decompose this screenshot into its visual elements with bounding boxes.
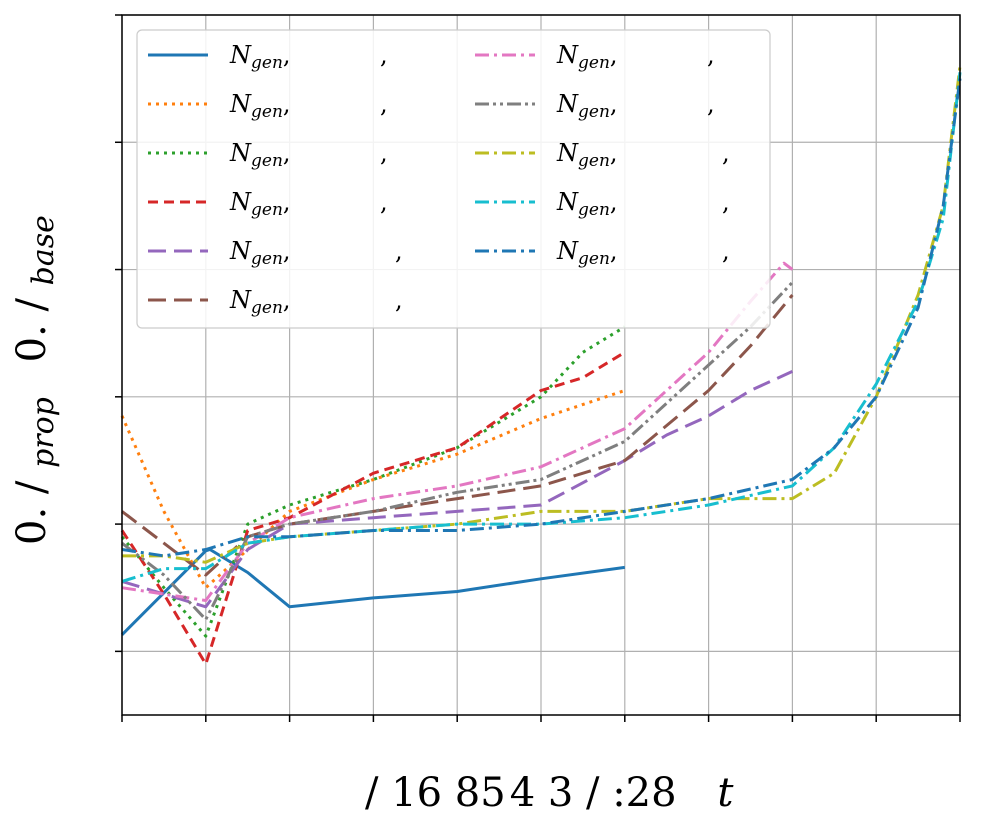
legend-entry-comma: , bbox=[707, 90, 715, 118]
legend-entry-comma: , bbox=[722, 188, 730, 216]
legend-entry-label: Ngen, bbox=[229, 237, 291, 269]
legend-entry-label: Ngen, bbox=[229, 90, 291, 122]
legend: Ngen, , Ngen, , Ngen, , Ngen, , Ngen, , Ngen, , Ngen… bbox=[136, 29, 771, 329]
legend-entry-label: Ngen, bbox=[229, 139, 291, 171]
legend-entry-label: Ngen, bbox=[556, 41, 618, 73]
legend-entry-comma: , bbox=[380, 188, 388, 216]
legend-entry-comma: , bbox=[707, 41, 715, 69]
legend-entry-label: Ngen, bbox=[229, 286, 291, 318]
legend-entry-label: Ngen, bbox=[556, 139, 618, 171]
series-line-4 bbox=[120, 351, 626, 666]
legend-entry-label: Ngen, bbox=[556, 237, 618, 269]
y-axis-label: 0. / prop 0. / base bbox=[9, 215, 63, 545]
legend-entry-comma: , bbox=[395, 286, 403, 314]
series-line-9 bbox=[122, 65, 962, 564]
legend-entry-comma: , bbox=[380, 139, 388, 167]
series-line-11 bbox=[121, 78, 962, 558]
series-line-6 bbox=[121, 294, 794, 577]
legend-entry-comma: , bbox=[380, 41, 388, 69]
legend-entry-comma: , bbox=[380, 90, 388, 118]
legend-entry-label: Ngen, bbox=[229, 188, 291, 220]
legend-entry-comma: , bbox=[722, 237, 730, 265]
legend-entry-label: Ngen, bbox=[556, 188, 618, 220]
series-line-5 bbox=[121, 370, 794, 609]
series-line-2 bbox=[120, 389, 626, 590]
series-line-3 bbox=[120, 325, 626, 638]
axes bbox=[115, 14, 961, 722]
legend-box bbox=[136, 29, 771, 329]
legend-entry-label: Ngen, bbox=[229, 41, 291, 73]
series-line-8 bbox=[121, 281, 794, 621]
x-axis-label: / 16 85 4 3 / :28 t bbox=[365, 770, 734, 816]
legend-entry-label: Ngen, bbox=[556, 90, 618, 122]
legend-entry-comma: , bbox=[722, 139, 730, 167]
legend-entry-comma: , bbox=[395, 237, 403, 265]
series-line-10 bbox=[121, 72, 962, 583]
